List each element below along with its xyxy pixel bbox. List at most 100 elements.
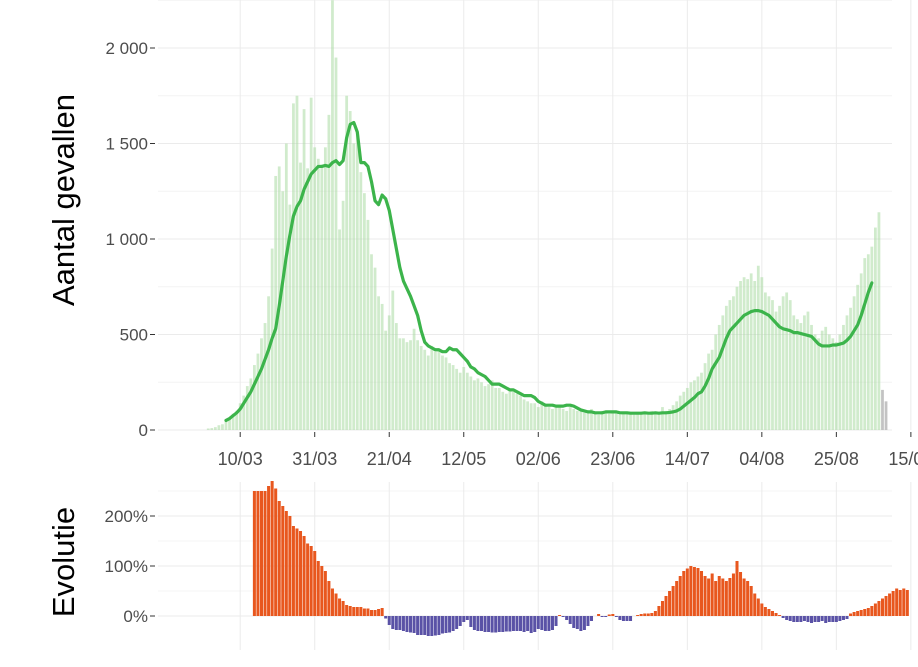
daily-cases-bar	[689, 382, 693, 430]
evolution-bar	[543, 616, 547, 631]
daily-cases-bar	[742, 277, 746, 430]
evolution-bar	[458, 616, 462, 626]
evolution-bar	[763, 607, 767, 616]
evolution-bar	[352, 607, 356, 616]
evolution-bar	[664, 596, 668, 616]
daily-cases-bar	[416, 340, 420, 430]
daily-cases-bar	[547, 407, 551, 430]
daily-cases-bar	[267, 296, 270, 430]
daily-cases-bar	[391, 290, 395, 430]
top-y-tick-label: 500	[120, 326, 148, 345]
evolution-bar	[469, 616, 473, 627]
evolution-bar	[895, 588, 899, 616]
evolution-bar	[323, 571, 327, 616]
evolution-bar	[462, 616, 466, 622]
daily-cases-bar	[831, 338, 835, 430]
top-y-tick-label: 2 000	[105, 39, 148, 58]
daily-cases-bar	[785, 292, 789, 430]
daily-cases-bar	[380, 303, 384, 430]
daily-cases-bar	[696, 376, 700, 430]
daily-cases-bar	[242, 395, 246, 430]
evolution-bar	[362, 608, 366, 616]
evolution-bar	[824, 616, 828, 623]
evolution-bar	[671, 586, 675, 616]
daily-cases-bar	[210, 428, 214, 430]
evolution-bar	[405, 616, 409, 632]
bottom-y-tick-label: 200%	[105, 507, 148, 526]
evolution-bar	[728, 578, 732, 616]
evolution-bar	[582, 616, 586, 630]
daily-cases-bar	[533, 403, 537, 430]
evolution-bar	[806, 616, 810, 622]
daily-cases-bar	[661, 407, 664, 430]
daily-cases-bar	[856, 284, 860, 430]
x-tick-label: 15/09	[888, 449, 918, 469]
daily-cases-bar	[508, 389, 512, 430]
daily-cases-bar	[834, 342, 838, 430]
daily-cases-bar	[334, 57, 338, 431]
daily-cases-bar	[803, 315, 806, 430]
x-tick-label: 12/05	[441, 449, 486, 469]
daily-cases-bar	[646, 414, 650, 430]
daily-cases-bar	[377, 296, 380, 430]
daily-cases-bar	[682, 391, 686, 430]
evolution-bar	[490, 616, 494, 633]
evolution-bar	[561, 616, 565, 617]
top-y-tick-label: 0	[139, 421, 148, 440]
daily-cases-bar	[707, 353, 710, 430]
evolution-bar	[433, 616, 437, 636]
evolution-bar	[533, 616, 537, 632]
daily-cases-bar	[256, 353, 260, 430]
daily-cases-bar	[565, 410, 569, 430]
rolling-average-line	[224, 120, 874, 423]
evolution-bar	[866, 608, 870, 616]
daily-cases-bar	[810, 324, 813, 430]
evolution-bar	[902, 588, 906, 616]
daily-cases-bar	[423, 349, 427, 430]
daily-cases-bar	[618, 414, 622, 430]
daily-cases-bar	[771, 300, 774, 430]
daily-cases-bar	[575, 410, 579, 430]
daily-cases-bar	[881, 389, 884, 430]
bottom-y-tick-label: 0%	[123, 607, 148, 626]
evolution-bar	[653, 611, 657, 616]
daily-cases-bar	[799, 323, 803, 430]
daily-cases-bar	[409, 340, 412, 430]
evolution-bar	[724, 581, 728, 616]
daily-cases-bar	[238, 403, 242, 430]
daily-cases-bar	[341, 200, 345, 430]
daily-cases-bar	[529, 403, 533, 430]
evolution-bar	[703, 576, 707, 616]
evolution-bar	[646, 613, 650, 616]
daily-cases-bar	[760, 277, 764, 430]
daily-cases-bar	[515, 393, 519, 430]
daily-cases-bar	[260, 338, 263, 430]
daily-cases-bar	[629, 412, 632, 430]
daily-cases-bar	[345, 95, 349, 430]
daily-cases-bar	[795, 319, 799, 430]
daily-cases-bar	[462, 366, 466, 430]
daily-cases-bar	[671, 405, 675, 430]
evolution-bar	[788, 616, 792, 621]
daily-cases-bar	[778, 305, 781, 430]
evolution-bar	[565, 616, 569, 620]
daily-cases-bar	[526, 401, 530, 430]
evolution-bar	[600, 616, 604, 617]
daily-cases-bar	[473, 380, 476, 430]
daily-cases-bar	[664, 410, 668, 430]
evolution-bar	[685, 568, 689, 616]
evolution-bar	[384, 616, 388, 619]
evolution-bar	[409, 616, 413, 633]
daily-cases-bar	[331, 0, 334, 430]
daily-cases-bar	[284, 143, 288, 430]
evolution-bar	[497, 616, 501, 632]
daily-cases-bar	[419, 345, 423, 430]
evolution-bar	[880, 598, 884, 616]
evolution-bar	[511, 616, 515, 631]
evolution-bar	[629, 616, 633, 621]
daily-cases-bar	[359, 172, 363, 430]
daily-cases-bars	[206, 0, 888, 431]
daily-cases-bar	[611, 412, 615, 430]
evolution-bar	[873, 603, 877, 616]
daily-cases-bar	[327, 114, 331, 430]
